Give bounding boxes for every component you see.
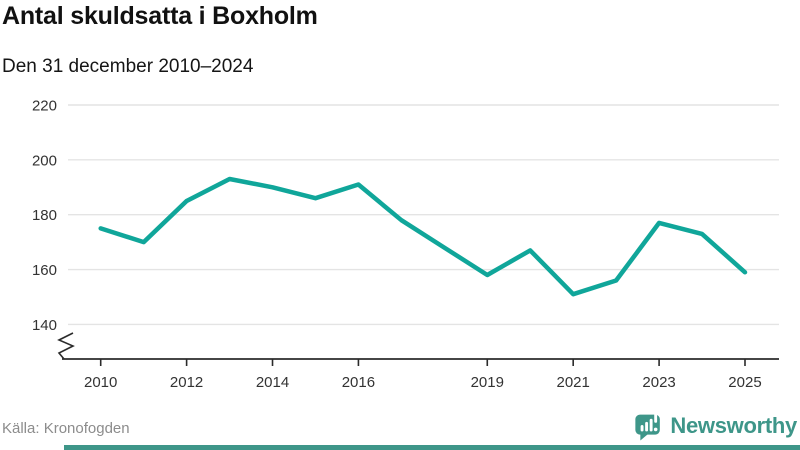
x-axis-tick-label: 2021 — [556, 374, 589, 391]
newsworthy-bubble-chart-icon — [635, 411, 661, 441]
y-axis-tick-label: 140 — [32, 317, 57, 334]
newsworthy-wordmark: Newsworthy — [670, 412, 797, 438]
source-label: Källa: Kronofogden — [2, 420, 130, 437]
y-axis-break-icon — [57, 332, 75, 360]
chart-title: Antal skuldsatta i Boxholm — [2, 2, 318, 30]
y-axis-tick-label: 200 — [32, 152, 57, 169]
x-axis-tick-label: 2012 — [170, 374, 203, 391]
x-axis-tick-label: 2016 — [342, 374, 375, 391]
y-axis-tick-label: 160 — [32, 262, 57, 279]
newsworthy-logo: Newsworthy — [634, 410, 797, 441]
chart-subtitle: Den 31 december 2010–2024 — [2, 56, 254, 77]
chart-svg: 140 160 180 200 220 2010 2012 2014 2016 2019 2021 2… — [32, 98, 779, 391]
x-axis-tick-label: 2025 — [728, 374, 761, 391]
series-line — [98, 176, 748, 297]
y-axis-tick-label: 220 — [32, 98, 57, 115]
x-axis-tick-label: 2023 — [642, 374, 675, 391]
y-axis-tick-label: 180 — [32, 207, 57, 224]
x-axis-tick-label: 2010 — [84, 374, 117, 391]
x-axis-tick-label: 2019 — [471, 374, 504, 391]
x-axis-tick-label: 2014 — [256, 374, 289, 391]
bottom-accent-bar — [64, 445, 800, 450]
